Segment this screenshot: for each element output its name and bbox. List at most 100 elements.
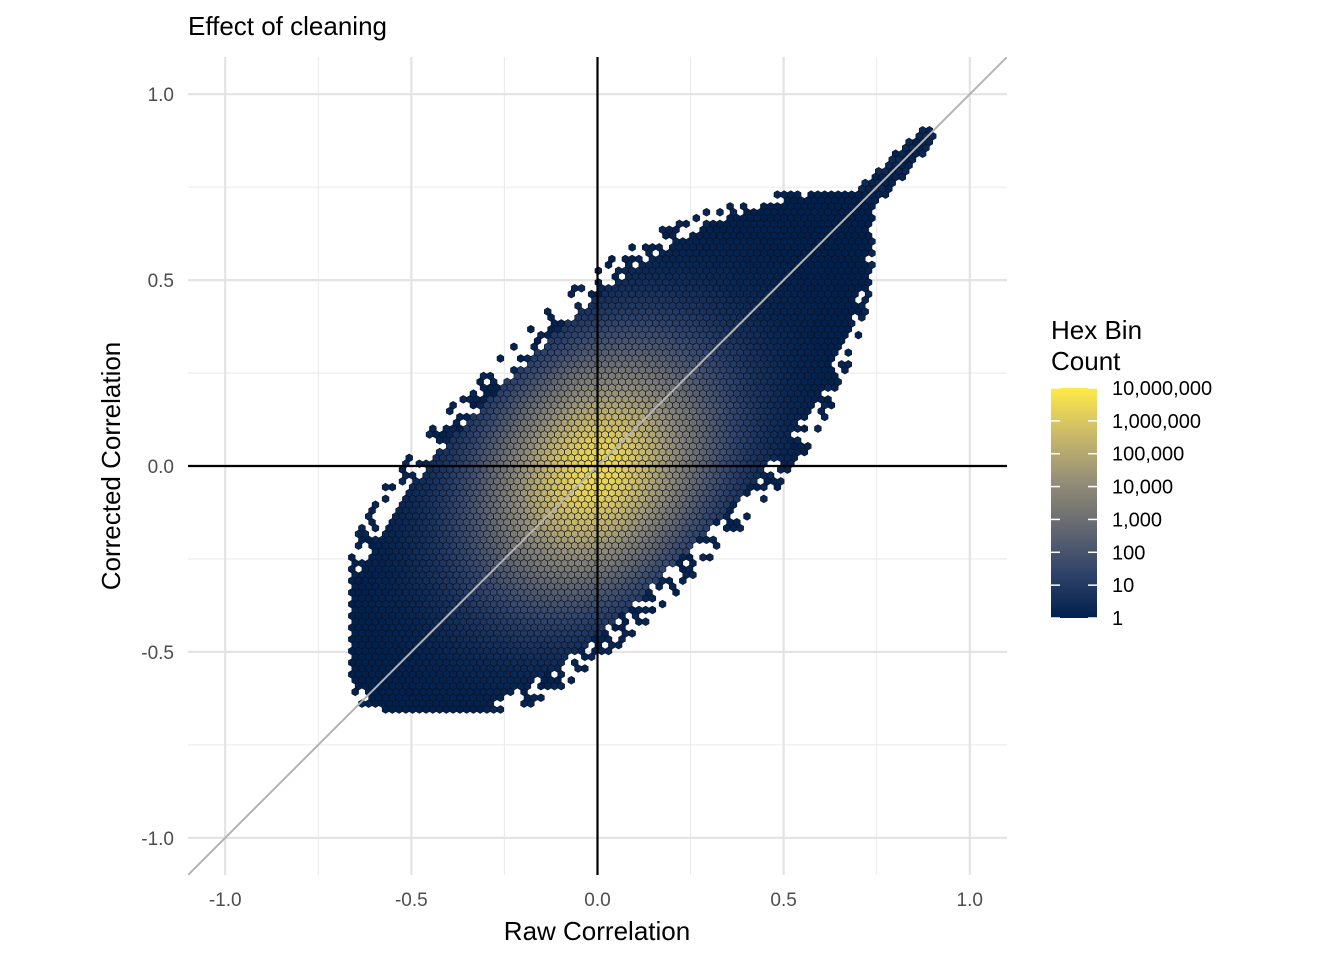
hex-bin bbox=[581, 664, 589, 673]
hex-bin bbox=[381, 494, 390, 504]
x-tick-label: -1.0 bbox=[209, 890, 242, 911]
hex-bin bbox=[415, 705, 424, 714]
chart-title: Effect of cleaning bbox=[188, 11, 387, 41]
hex-bin bbox=[827, 401, 836, 410]
hex-bin bbox=[435, 436, 444, 445]
hex-bin bbox=[662, 231, 670, 240]
hex-bin bbox=[641, 617, 650, 626]
y-axis-ticks: -1.0 -0.5 0.0 0.5 1.0 bbox=[141, 85, 174, 850]
hex-bin bbox=[696, 535, 704, 545]
hex-bin bbox=[544, 681, 552, 691]
hex-bin bbox=[577, 284, 586, 293]
hex-bin bbox=[635, 617, 643, 626]
hex-bin bbox=[435, 705, 444, 714]
hex-bin bbox=[527, 699, 535, 708]
hex-bin bbox=[381, 482, 390, 492]
hex-bin bbox=[496, 705, 505, 714]
hex-bin bbox=[628, 629, 636, 638]
hex-bin bbox=[814, 424, 822, 433]
hex-bin bbox=[760, 494, 768, 504]
hex-bin bbox=[702, 535, 711, 545]
hex-bin bbox=[800, 412, 809, 422]
hex-bin bbox=[402, 705, 410, 714]
hex-bin bbox=[702, 207, 711, 217]
y-tick-label: -0.5 bbox=[141, 643, 174, 664]
hex-bin bbox=[567, 289, 576, 299]
hex-bin bbox=[442, 705, 451, 714]
hex-bin bbox=[459, 395, 467, 404]
hex-bin bbox=[388, 705, 397, 714]
hex-bin bbox=[574, 664, 582, 673]
hex-bin bbox=[682, 219, 690, 229]
hex-bin bbox=[723, 523, 731, 533]
y-tick-label: 1.0 bbox=[148, 85, 174, 106]
hex-bin bbox=[743, 488, 751, 498]
hex-bin bbox=[628, 243, 636, 252]
hex-bin bbox=[770, 453, 778, 463]
hex-bin bbox=[716, 207, 724, 217]
y-tick-label: -1.0 bbox=[141, 829, 174, 850]
hex-bin bbox=[571, 646, 579, 656]
hex-bin bbox=[648, 594, 657, 603]
hex-bin bbox=[918, 149, 927, 158]
hex-bin bbox=[898, 172, 907, 182]
hex-bin bbox=[706, 553, 714, 562]
hex-bin bbox=[844, 348, 852, 357]
hex-bin bbox=[398, 477, 407, 486]
legend-label: 10,000,000 bbox=[1112, 378, 1212, 400]
reference-lines bbox=[188, 57, 1007, 875]
hex-bin bbox=[611, 623, 619, 632]
hex-bin bbox=[496, 693, 505, 703]
hexbin-layer bbox=[348, 126, 937, 714]
hex-bin bbox=[446, 406, 454, 416]
hex-bin bbox=[462, 705, 471, 714]
hex-bin bbox=[641, 594, 650, 603]
hex-bin bbox=[689, 570, 697, 580]
hex-bin bbox=[476, 705, 484, 714]
hex-bin bbox=[557, 681, 565, 691]
hex-bin bbox=[365, 699, 373, 708]
hex-bin bbox=[550, 681, 559, 691]
hex-bin bbox=[773, 482, 782, 492]
hex-bin bbox=[456, 705, 464, 714]
hex-bin bbox=[408, 705, 417, 714]
hex-bin bbox=[527, 324, 535, 334]
hex-bin bbox=[371, 699, 380, 708]
hex-bin bbox=[598, 646, 606, 656]
hex-bin bbox=[692, 213, 700, 223]
hex-bin bbox=[520, 699, 528, 708]
hex-bin bbox=[371, 523, 380, 533]
legend-label: 1,000,000 bbox=[1112, 411, 1201, 433]
legend-title-line-1: Hex Bin bbox=[1051, 315, 1142, 345]
hex-bin bbox=[672, 588, 680, 597]
hex-bin bbox=[354, 541, 363, 550]
hex-bin bbox=[668, 558, 677, 568]
hex-bin bbox=[648, 605, 657, 615]
hex-bin bbox=[655, 582, 663, 591]
hex-bin bbox=[614, 640, 623, 650]
hex-bin bbox=[793, 424, 802, 433]
hex-bin bbox=[429, 705, 437, 714]
y-axis-title: Corrected Correlation bbox=[96, 342, 126, 591]
hex-bin bbox=[831, 383, 839, 392]
hex-bin bbox=[868, 248, 876, 258]
hex-bin bbox=[517, 354, 525, 363]
x-tick-label: 0.5 bbox=[770, 890, 796, 911]
hex-bin bbox=[496, 354, 505, 363]
hex-bin bbox=[567, 675, 576, 685]
hex-bin bbox=[510, 342, 518, 352]
y-tick-label: 0.0 bbox=[148, 457, 174, 478]
hex-bin bbox=[537, 681, 545, 691]
hex-bin bbox=[641, 605, 650, 615]
hex-bin bbox=[824, 383, 832, 392]
hex-bin bbox=[712, 518, 721, 527]
hex-bin bbox=[858, 313, 866, 322]
hex-bin bbox=[729, 523, 738, 533]
hex-bin bbox=[635, 594, 643, 603]
x-tick-label: -0.5 bbox=[395, 890, 428, 911]
hex-bin bbox=[712, 541, 721, 550]
legend-title-line-2: Count bbox=[1051, 346, 1121, 376]
hex-bin bbox=[395, 705, 403, 714]
hex-bin bbox=[854, 330, 863, 340]
